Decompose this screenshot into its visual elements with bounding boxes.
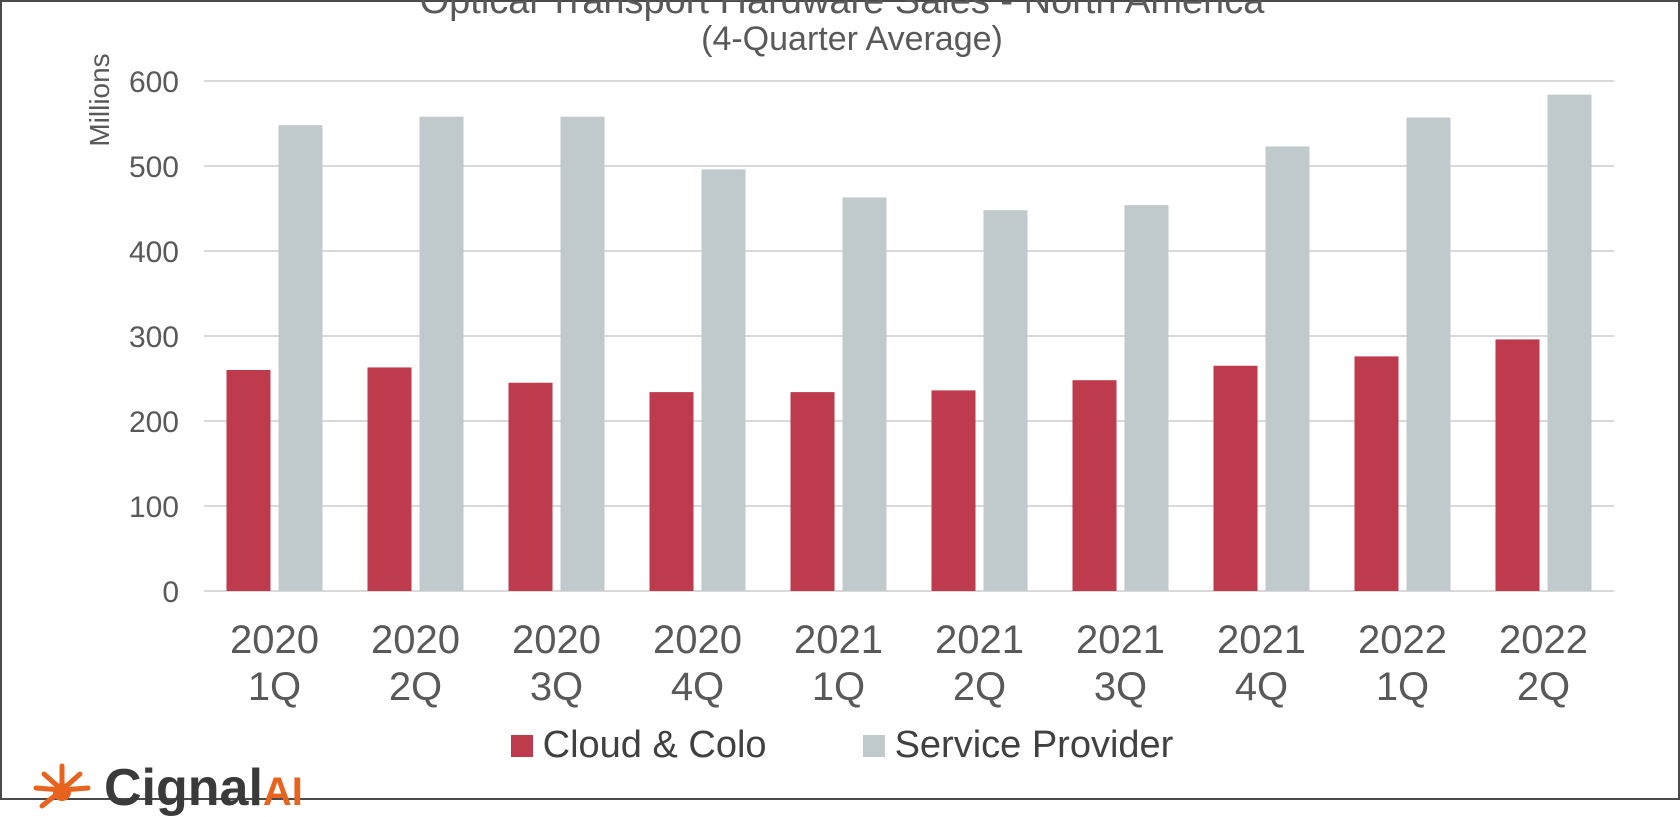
x-tick-label: 2Q <box>953 665 1006 709</box>
y-tick-label: 500 <box>129 151 179 184</box>
y-tick-label: 0 <box>162 576 179 609</box>
x-tick-label: 2020 <box>512 618 601 662</box>
bar-cloud-colo <box>508 382 553 591</box>
x-tick-label: 2020 <box>371 618 460 662</box>
bar-service-provider <box>1406 117 1451 592</box>
bar-cloud-colo <box>1354 356 1399 591</box>
bar-service-provider <box>419 116 464 591</box>
x-tick-label: 2Q <box>389 665 442 709</box>
legend: Cloud & Colo Service Provider <box>2 724 1680 767</box>
x-tick-label: 2021 <box>1076 618 1165 662</box>
x-tick-label: 1Q <box>812 665 865 709</box>
chart-title: Optical Transport Hardware Sales - North… <box>419 0 1265 22</box>
x-tick-label: 2020 <box>653 618 742 662</box>
legend-label-cloud-colo: Cloud & Colo <box>542 724 767 766</box>
bar-cloud-colo <box>790 392 835 591</box>
logo-wordmark: CignalAI <box>104 762 303 814</box>
bar-service-provider <box>1124 205 1169 591</box>
y-axis-label: Millions <box>84 53 115 146</box>
bars <box>226 94 1592 592</box>
x-tick-label: 2022 <box>1358 618 1447 662</box>
x-tick-label: 2021 <box>935 618 1024 662</box>
bar-cloud-colo <box>1072 380 1117 591</box>
x-tick-label: 4Q <box>1235 665 1288 709</box>
bar-service-provider <box>842 197 887 591</box>
y-tick-label: 300 <box>129 321 179 354</box>
x-tick-label: 1Q <box>1376 665 1429 709</box>
cignal-ai-logo: CignalAI <box>32 762 303 814</box>
bar-cloud-colo <box>1213 365 1258 591</box>
x-axis-ticks: 20201Q20202Q20203Q20204Q20211Q20212Q2021… <box>230 618 1588 709</box>
chart-subtitle: (4-Quarter Average) <box>701 20 1003 58</box>
y-tick-label: 400 <box>129 236 179 269</box>
bar-cloud-colo <box>367 367 412 591</box>
x-tick-label: 2022 <box>1499 618 1588 662</box>
gridlines <box>204 80 1614 592</box>
legend-label-service-provider: Service Provider <box>894 724 1174 766</box>
x-tick-label: 2021 <box>794 618 883 662</box>
x-tick-label: 2Q <box>1517 665 1570 709</box>
legend-item-cloud-colo: Cloud & Colo <box>510 724 767 767</box>
x-tick-label: 4Q <box>671 665 724 709</box>
y-tick-label: 600 <box>129 66 179 99</box>
sunburst-icon <box>33 763 91 809</box>
y-tick-label: 100 <box>129 491 179 524</box>
bar-service-provider <box>701 169 746 591</box>
bar-service-provider <box>560 116 605 591</box>
bar-service-provider <box>1547 94 1592 591</box>
legend-item-service-provider: Service Provider <box>862 724 1174 767</box>
bar-cloud-colo <box>931 390 976 591</box>
x-tick-label: 3Q <box>1094 665 1147 709</box>
bar-service-provider <box>1265 146 1310 591</box>
y-axis-ticks: 0 100 200 300 400 500 600 <box>129 66 179 609</box>
legend-swatch-cloud-colo <box>510 734 533 757</box>
x-tick-label: 1Q <box>248 665 301 709</box>
logo-text: Cignal <box>104 759 263 817</box>
y-tick-label: 200 <box>129 406 179 439</box>
bar-service-provider <box>278 125 323 591</box>
x-tick-label: 2020 <box>230 618 319 662</box>
bar-cloud-colo <box>226 370 271 591</box>
x-tick-label: 3Q <box>530 665 583 709</box>
bar-service-provider <box>983 210 1028 591</box>
logo-text-ai: AI <box>262 770 303 814</box>
x-tick-label: 2021 <box>1217 618 1306 662</box>
bar-cloud-colo <box>649 392 694 591</box>
legend-swatch-service-provider <box>862 734 885 757</box>
bar-cloud-colo <box>1495 339 1540 591</box>
